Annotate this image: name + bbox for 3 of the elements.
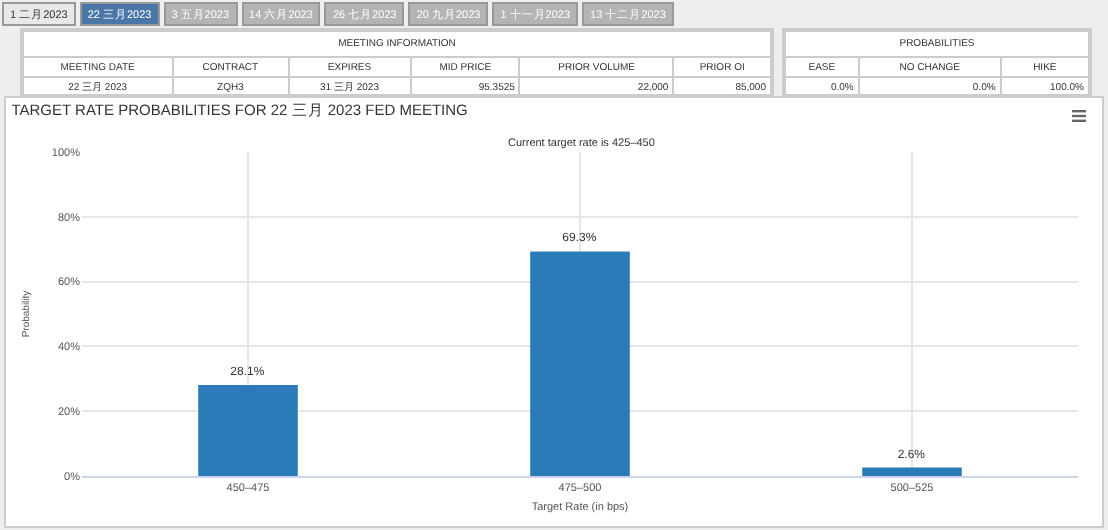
bar bbox=[862, 467, 962, 476]
bar bbox=[530, 251, 630, 476]
bar bbox=[198, 384, 298, 476]
